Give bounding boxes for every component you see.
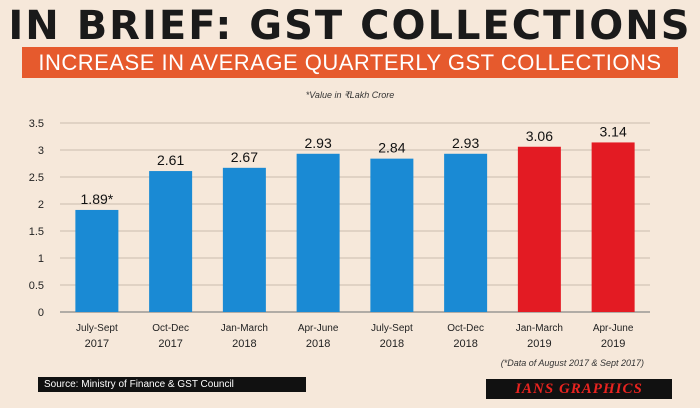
- bar: [296, 153, 340, 312]
- source-credit: Source: Ministry of Finance & GST Counci…: [38, 377, 306, 392]
- page-title: IN BRIEF: GST COLLECTIONS: [8, 3, 692, 49]
- bar: [222, 167, 266, 312]
- x-tick-label: 2019: [527, 338, 551, 350]
- x-tick-label: Jan-March: [516, 323, 563, 334]
- bar: [517, 146, 561, 312]
- x-tick-label: 2018: [232, 338, 256, 350]
- x-tick-label: 2017: [85, 338, 109, 350]
- data-label: 2.84: [378, 140, 405, 156]
- data-label: 3.14: [600, 123, 627, 139]
- x-tick-label: 2018: [380, 338, 404, 350]
- ians-graphics-logo: IANS GRAPHICS: [486, 379, 672, 399]
- bar: [149, 171, 193, 312]
- y-tick-label: 3.5: [29, 118, 44, 130]
- x-tick-label: Apr-June: [593, 323, 634, 334]
- y-tick-label: 0.5: [29, 280, 44, 292]
- chart-banner: INCREASE IN AVERAGE QUARTERLY GST COLLEC…: [22, 47, 678, 78]
- x-tick-label: 2017: [158, 338, 182, 350]
- data-label: 2.93: [305, 135, 332, 151]
- y-tick-label: 1: [38, 253, 44, 265]
- bar: [370, 158, 414, 312]
- x-tick-label: 2018: [453, 338, 477, 350]
- bar: [75, 209, 119, 312]
- bar: [444, 153, 488, 312]
- y-tick-label: 0: [38, 307, 44, 319]
- y-tick-label: 2.5: [29, 172, 44, 184]
- x-tick-label: July-Sept: [76, 323, 118, 334]
- x-tick-label: 2018: [306, 338, 330, 350]
- y-tick-label: 3: [38, 145, 44, 157]
- x-tick-label: Apr-June: [298, 323, 339, 334]
- data-label: 2.93: [452, 135, 479, 151]
- x-tick-label: Jan-March: [221, 323, 268, 334]
- data-label: 3.06: [526, 128, 553, 144]
- x-tick-label: Oct-Dec: [152, 323, 189, 334]
- data-label: 1.89*: [81, 191, 114, 207]
- data-label: 2.67: [231, 149, 258, 165]
- bar: [591, 142, 635, 312]
- data-label: 2.61: [157, 152, 184, 168]
- y-tick-label: 1.5: [29, 226, 44, 238]
- footnote: (*Data of August 2017 & Sept 2017): [500, 358, 644, 368]
- x-tick-label: 2019: [601, 338, 625, 350]
- x-tick-label: Oct-Dec: [447, 323, 484, 334]
- x-tick-label: July-Sept: [371, 323, 413, 334]
- unit-note: *Value in ₹Lakh Crore: [305, 90, 395, 100]
- y-tick-label: 2: [38, 199, 44, 211]
